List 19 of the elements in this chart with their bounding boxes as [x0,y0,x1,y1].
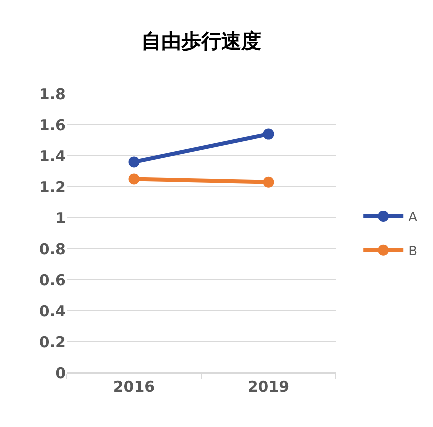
y-tick-label: 0 [56,364,66,382]
y-tick-label: 1.4 [39,147,66,166]
x-tick-label: 2019 [248,378,290,396]
y-tick-label: 1.2 [39,178,66,196]
y-tick-label: 1 [56,209,66,228]
x-tick-label: 2016 [113,378,156,396]
y-tick-label: 0.8 [39,240,66,258]
y-tick-label: 1.8 [39,85,66,104]
chart-title: 自由歩行速度 [142,29,262,53]
point [263,128,274,140]
point [128,174,140,185]
point [263,176,274,188]
legend-label: B [408,244,418,260]
y-tick-label: 0.2 [39,333,66,352]
y-tick-label: 0.4 [39,302,66,320]
legend-label: A [408,210,418,226]
y-tick-label: 0.6 [39,271,66,290]
y-tick-label: 1.6 [39,116,66,134]
point [128,156,140,168]
